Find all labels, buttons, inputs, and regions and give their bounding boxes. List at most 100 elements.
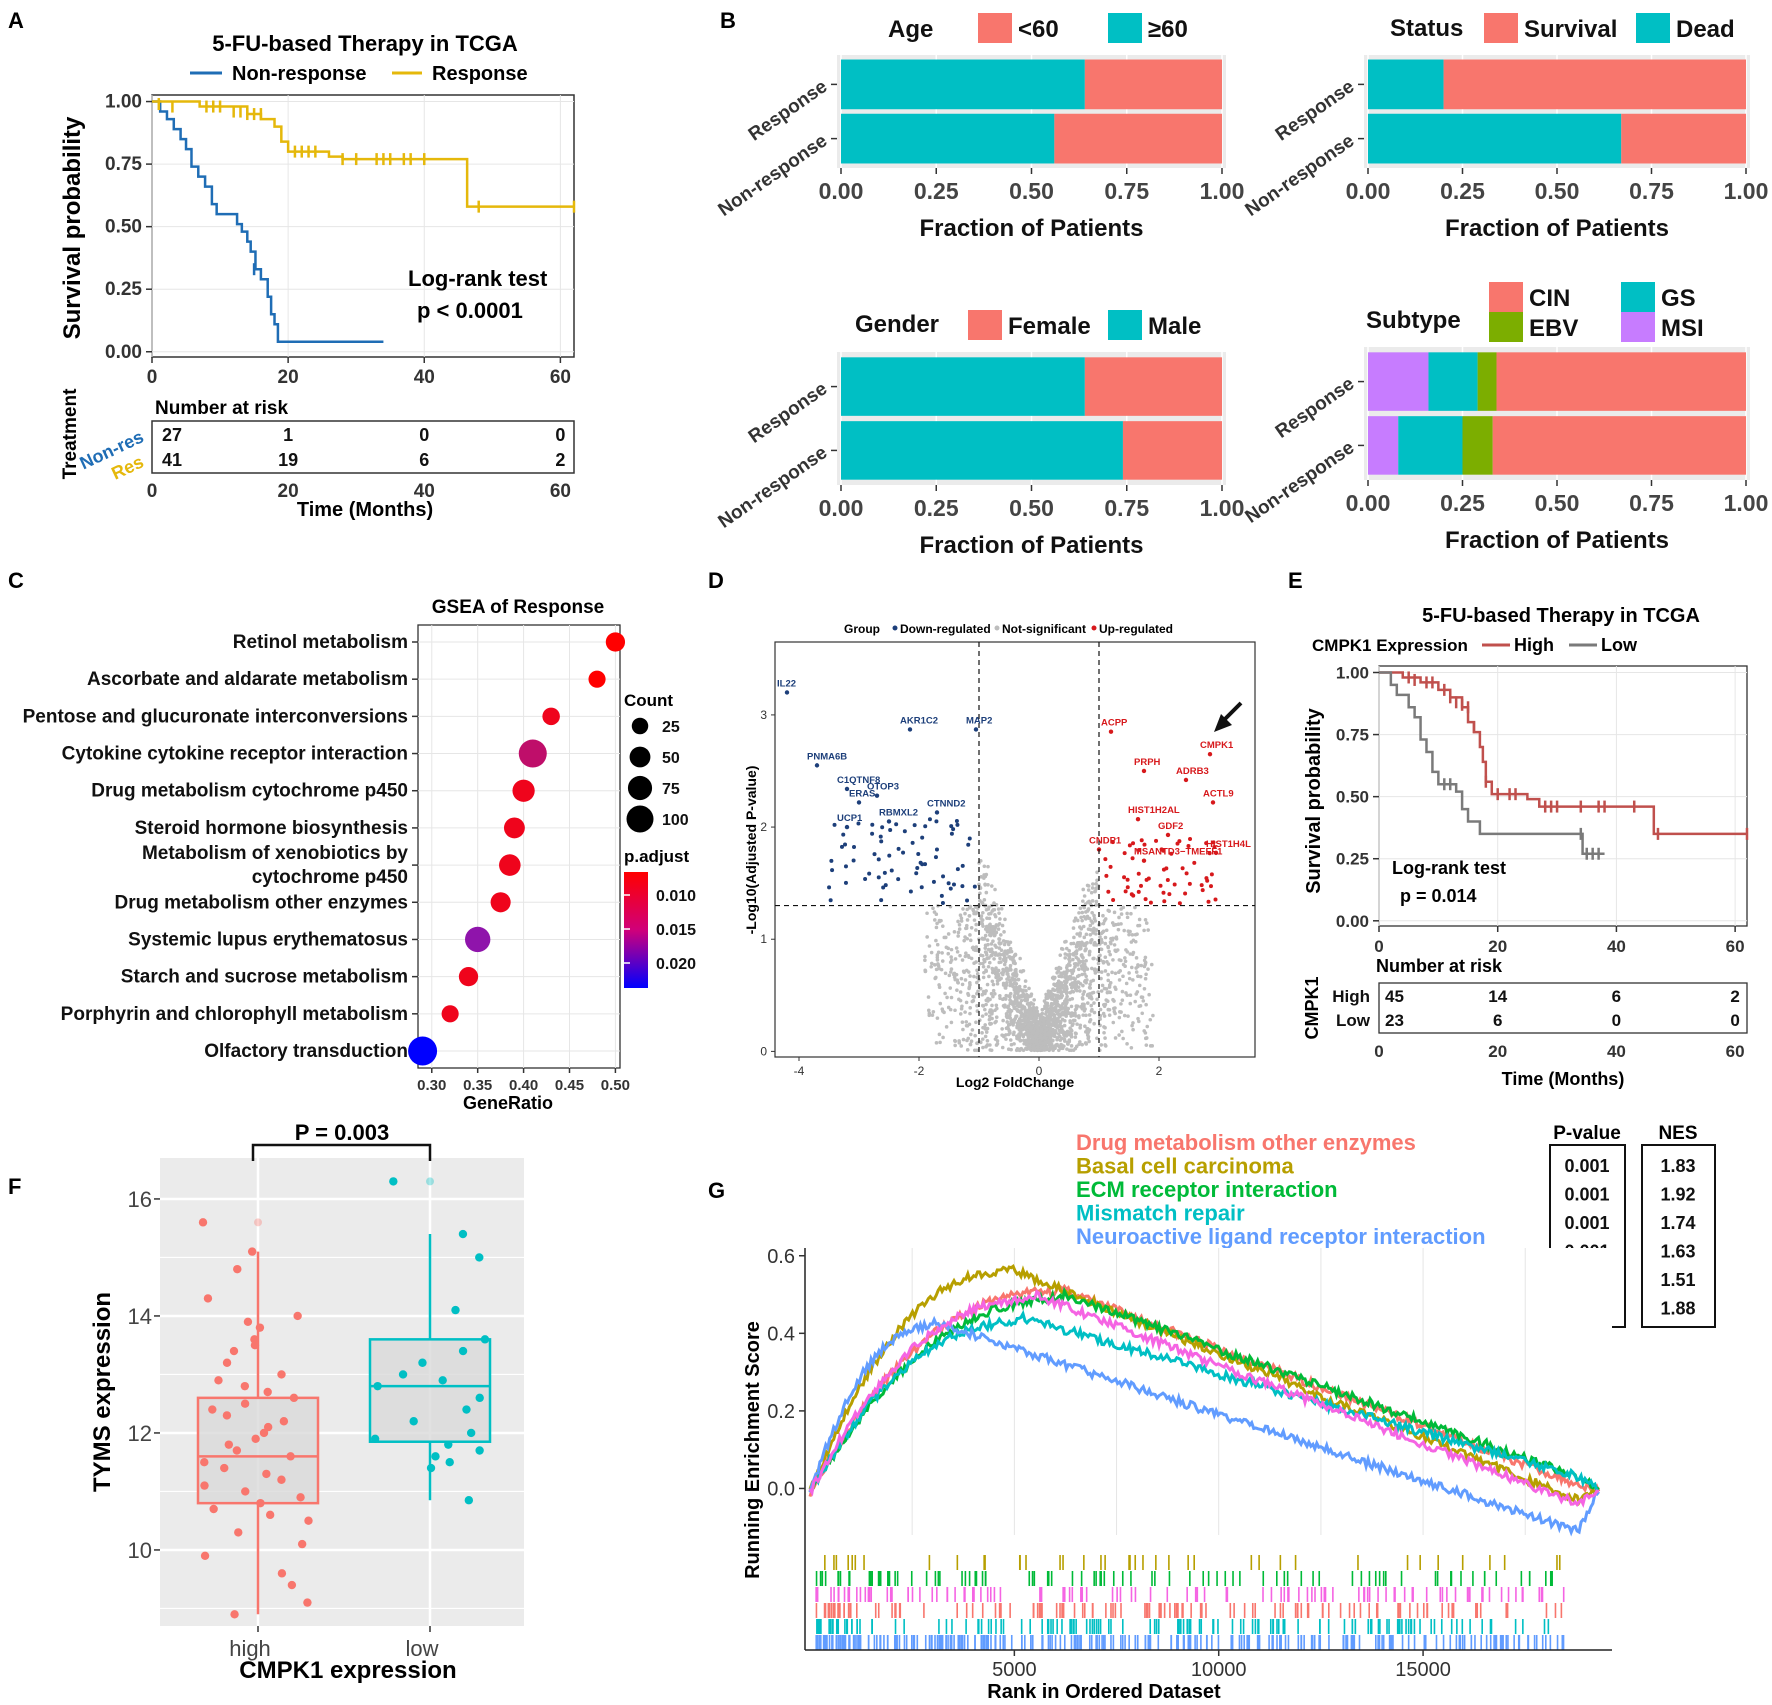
- dot-term-label: Steroid hormone biosynthesis: [135, 818, 408, 839]
- bar-legend-label-Male: Male: [1148, 313, 1201, 340]
- volcano-point-ns: [1075, 1022, 1079, 1026]
- volcano-point-ns: [995, 1041, 1000, 1046]
- volcano-point-ns: [1012, 1042, 1016, 1046]
- volcano-point-ns: [997, 911, 1001, 915]
- volcano-point-ns: [991, 982, 996, 987]
- volcano-point-down: [923, 824, 928, 829]
- box-jitter-point: [303, 1598, 312, 1607]
- volcano-point-ns: [1084, 947, 1088, 951]
- volcano-point-ns: [962, 938, 966, 943]
- volcano-point-ns: [949, 995, 954, 1000]
- volcano-point-ns: [1103, 1036, 1107, 1040]
- volcano-point-ns: [998, 996, 1002, 1001]
- volcano-point-ns: [1068, 990, 1073, 995]
- volcano-point-up: [1130, 856, 1135, 861]
- volcano-point-up: [1104, 873, 1109, 878]
- volcano-point-ns: [971, 998, 976, 1003]
- volcano-point-ns: [1034, 1025, 1039, 1029]
- volcano-point-ns: [952, 930, 957, 934]
- volcano-point-ns: [929, 961, 934, 966]
- volcano-point-ns: [1016, 977, 1021, 982]
- volcano-point-ns: [999, 906, 1004, 911]
- volcano-point-ns: [1107, 949, 1111, 954]
- size-legend-title: Count: [624, 691, 673, 710]
- volcano-point-ns: [940, 924, 945, 928]
- volcano-point-ns: [1116, 927, 1121, 932]
- volcano-point-ns: [1067, 1048, 1072, 1053]
- volcano-point-ns: [967, 955, 971, 960]
- volcano-xtick-label: -4: [794, 1064, 805, 1078]
- volcano-point-ns: [1002, 942, 1007, 947]
- km-e-risk-value: 45: [1385, 987, 1404, 1006]
- volcano-point-ns: [1106, 908, 1111, 913]
- volcano-point-ns: [1116, 922, 1121, 927]
- km-a-xtick-label: 20: [278, 367, 299, 388]
- gsea-table-nes: 1.51: [1660, 1270, 1695, 1290]
- volcano-point-ns: [1006, 1023, 1011, 1027]
- volcano-point-ns: [985, 938, 990, 942]
- volcano-point-down: [902, 829, 907, 834]
- volcano-point-ns: [975, 1009, 980, 1013]
- volcano-legend-up: Up-regulated: [1099, 622, 1173, 636]
- volcano-point-ns: [1005, 951, 1009, 956]
- volcano-point-ns: [1144, 1002, 1148, 1007]
- volcano-point-ns: [969, 1032, 973, 1037]
- volcano-point-ns: [935, 958, 940, 962]
- volcano-point-ns: [1060, 1043, 1064, 1048]
- color-legend-label: 0.020: [656, 956, 696, 973]
- volcano-point-ns: [935, 1016, 940, 1020]
- bar-segment-Dead: [1368, 113, 1622, 164]
- volcano-point-up: [1205, 878, 1210, 883]
- volcano-point-ns: [1047, 992, 1052, 996]
- volcano-point-down: [841, 832, 846, 837]
- volcano-point-ns: [1018, 1019, 1022, 1024]
- volcano-point-down: [912, 823, 917, 828]
- volcano-point-down: [907, 727, 913, 732]
- dot-term-label: Metabolism of xenobiotics by: [142, 843, 408, 864]
- volcano-point-ns: [994, 1003, 999, 1008]
- volcano-point-ns: [1101, 960, 1106, 965]
- volcano-point-ns: [1092, 956, 1096, 961]
- volcano-point-ns: [1060, 1024, 1064, 1029]
- volcano-point-ns: [1020, 989, 1025, 993]
- km-e-risk-value: 23: [1385, 1011, 1404, 1030]
- volcano-point-down: [876, 857, 881, 862]
- volcano-point-ns: [1057, 996, 1061, 1000]
- volcano-point-ns: [1076, 967, 1081, 972]
- gsea-table-pvalue: 0.001: [1564, 1213, 1609, 1233]
- km-e-plot-area: [1378, 665, 1748, 927]
- volcano-point-ns: [974, 911, 978, 916]
- volcano-point-ns: [982, 876, 986, 880]
- volcano-point-ns: [989, 947, 994, 951]
- color-legend-label: 0.015: [656, 922, 696, 939]
- volcano-point-ns: [1141, 999, 1146, 1003]
- volcano-point-ns: [1127, 971, 1131, 975]
- dot-term-label: Retinol metabolism: [233, 632, 408, 653]
- volcano-point-ns: [1099, 1043, 1104, 1047]
- volcano-point-down: [876, 875, 881, 880]
- volcano-point-ns: [1130, 1023, 1134, 1028]
- bar-xtick-label: 0.00: [819, 495, 864, 521]
- volcano-point-ns: [943, 991, 947, 996]
- gsea-ytick-label: 0.0: [767, 1478, 795, 1500]
- volcano-point-ns: [1084, 958, 1088, 963]
- volcano-point-ns: [1076, 985, 1081, 990]
- volcano-point-ns: [974, 945, 979, 949]
- volcano-point-ns: [1011, 1032, 1016, 1037]
- volcano-point-ns: [1071, 957, 1075, 962]
- volcano-point-ns: [999, 941, 1003, 946]
- volcano-point-ns: [1069, 1028, 1074, 1032]
- volcano-point-ns: [1131, 978, 1135, 982]
- bar-category-label: Response: [1272, 373, 1358, 442]
- volcano-point-ns: [1106, 945, 1111, 950]
- volcano-point-ns: [994, 1035, 999, 1039]
- volcano-point-ns: [994, 1015, 999, 1020]
- km-e-risk-value: 0: [1612, 1011, 1621, 1030]
- volcano-point-ns: [1082, 968, 1087, 973]
- volcano-point-ns: [1052, 982, 1056, 987]
- volcano-point-down: [916, 851, 921, 856]
- volcano-point-up: [1131, 893, 1136, 898]
- volcano-point-ns: [989, 991, 994, 996]
